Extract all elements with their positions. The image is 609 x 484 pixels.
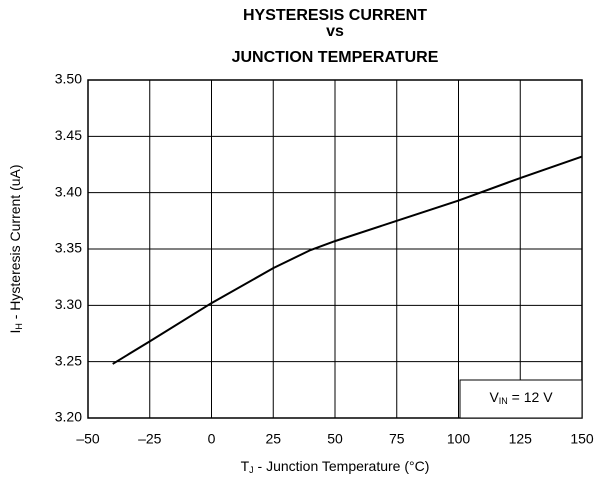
annotation-rest: = 12 V: [508, 389, 553, 405]
plot-frame: [87, 79, 583, 419]
y-tick-label: 3.35: [55, 240, 82, 256]
x-label-main: T: [241, 458, 250, 474]
y-axis-label: IH - Hysteresis Current (uA): [7, 164, 25, 333]
x-tick-label: 0: [208, 431, 216, 447]
chart-title: JUNCTION TEMPERATURE: [232, 49, 439, 66]
y-label-sub: H: [14, 323, 24, 330]
y-label-rest: - Hysteresis Current (uA): [7, 164, 23, 323]
y-tick-label: 3.50: [55, 71, 82, 87]
chart-title: HYSTERESIS CURRENT: [243, 7, 427, 24]
x-tick-label: 150: [570, 431, 594, 447]
annotation-sub: IN: [499, 396, 508, 406]
annotation-box: [459, 379, 583, 419]
annotation-main: V: [489, 389, 499, 405]
y-tick-label: 3.25: [55, 352, 82, 368]
y-tick-label: 3.45: [55, 127, 82, 143]
x-tick-label: –25: [138, 431, 162, 447]
y-tick-label: 3.30: [55, 296, 82, 312]
x-label-rest: - Junction Temperature (°C): [254, 458, 430, 474]
x-tick-label: –50: [76, 431, 100, 447]
y-tick-label: 3.20: [55, 409, 82, 425]
line: [112, 155, 583, 365]
x-axis-label: TJ - Junction Temperature (°C): [241, 458, 430, 476]
x-tick-label: 25: [265, 431, 281, 447]
x-tick-label: 100: [447, 431, 471, 447]
x-tick-label: 75: [389, 431, 405, 447]
chart-title: vs: [326, 23, 344, 40]
x-label-sub: J: [249, 465, 254, 475]
annotation: VIN = 12 V: [489, 389, 553, 407]
y-label-main: I: [7, 330, 23, 334]
y-tick-label: 3.40: [55, 183, 82, 199]
x-tick-label: 125: [509, 431, 533, 447]
x-tick-label: 50: [327, 431, 343, 447]
